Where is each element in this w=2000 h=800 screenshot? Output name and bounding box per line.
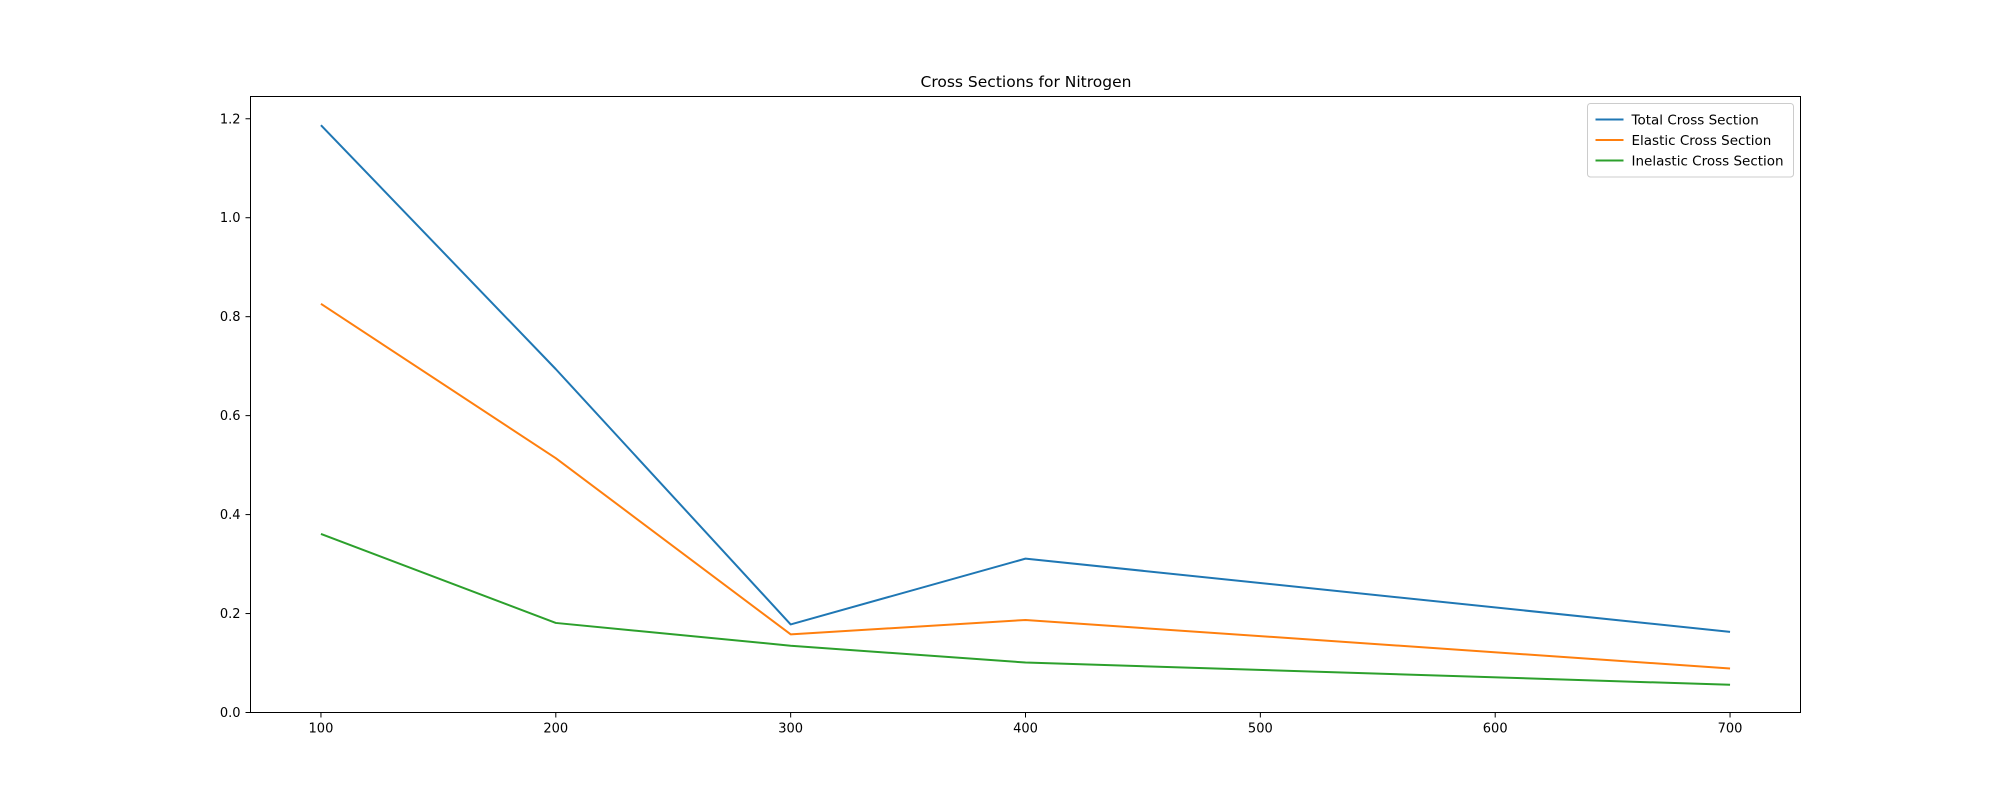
x-tick-label: 600 [1483,722,1508,737]
legend-label-1: Total Cross Section [1631,113,1759,129]
legend-box [1587,103,1794,178]
series-layer [320,124,1731,686]
chart-title: Cross Sections for Nitrogen [921,73,1132,91]
y-tick-label: 0.2 [220,607,241,622]
legend: Total Cross Section Elastic Cross Section… [1587,103,1794,178]
y-tick-label: 0.6 [220,409,241,424]
series-line-3 [320,532,1731,686]
x-tick-label: 400 [1013,722,1038,737]
x-tick-label: 500 [1248,722,1273,737]
y-tick-label: 1.2 [220,112,241,127]
y-tick-label: 0.4 [220,508,241,523]
x-tick-label: 200 [543,722,568,737]
x-tick-label: 100 [309,722,334,737]
y-tick-label: 0.8 [220,310,241,325]
y-tick-label: 1.0 [220,211,241,226]
x-tick-label: 300 [778,722,803,737]
series-line-2 [320,302,1731,670]
legend-label-3: Inelastic Cross Section [1632,154,1784,170]
x-tick-label: 700 [1718,722,1743,737]
legend-label-2: Elastic Cross Section [1632,133,1772,149]
y-tick-label: 0.0 [220,706,241,721]
y-axis: 0.0 0.2 0.4 0.6 0.8 1.0 1.2 [220,112,251,721]
x-axis: 100 200 300 400 500 600 700 [309,712,1743,737]
series-line-1 [320,124,1731,633]
